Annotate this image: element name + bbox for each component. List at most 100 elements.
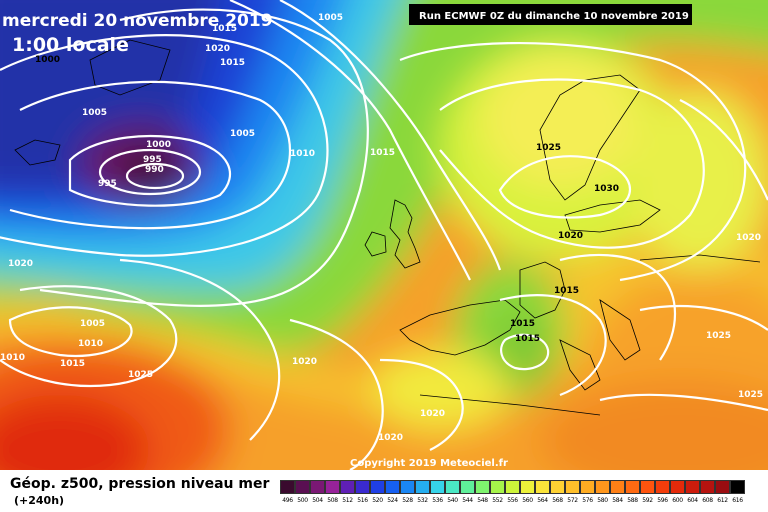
isobar-label: 1020 xyxy=(558,231,583,241)
scale-swatch xyxy=(295,480,310,494)
coastlines xyxy=(14,39,761,416)
scale-tick-label: 596 xyxy=(657,497,668,504)
isobar-label: 1030 xyxy=(594,184,619,194)
run-banner xyxy=(409,4,692,25)
scale-tick-label: 528 xyxy=(402,497,413,504)
scale-swatch xyxy=(430,480,445,494)
isobar-label: 1020 xyxy=(8,259,33,269)
scale-tick-label: 572 xyxy=(567,497,578,504)
scale-swatch xyxy=(655,480,670,494)
isobar-label: 1020 xyxy=(420,409,445,419)
isobar-label: 1020 xyxy=(736,233,761,243)
isobar-label: 990 xyxy=(145,165,164,175)
weather-map: 1005 1015 1020 1000 1015 1005 1005 1010 … xyxy=(0,0,768,470)
scale-swatch xyxy=(670,480,685,494)
scale-tick-label: 520 xyxy=(372,497,383,504)
isobar-label: 1020 xyxy=(292,357,317,367)
isobar-label: 1020 xyxy=(205,44,230,54)
scale-swatch xyxy=(445,480,460,494)
scale-tick-label: 576 xyxy=(582,497,593,504)
scale-swatch xyxy=(385,480,400,494)
isobar-label: 1025 xyxy=(128,370,153,380)
scale-tick-label: 516 xyxy=(357,497,368,504)
isobar-label: 1010 xyxy=(0,353,25,363)
isobar-label: 1015 xyxy=(370,148,395,158)
legend-bar: Géop. z500, pression niveau mer (+240h) … xyxy=(0,470,768,512)
color-scale: 496 500 504 508 512 516 520 524 528 532 536 540 544 5… xyxy=(280,480,746,508)
isobar-label: 1025 xyxy=(706,331,731,341)
scale-tick-label: 500 xyxy=(297,497,308,504)
scale-tick-label: 548 xyxy=(477,497,488,504)
scale-tick-label: 532 xyxy=(417,497,428,504)
scale-swatch xyxy=(595,480,610,494)
isobar-label: 1005 xyxy=(230,129,255,139)
scale-tick-label: 608 xyxy=(702,497,713,504)
scale-tick-label: 616 xyxy=(732,497,743,504)
isobar-label: 1005 xyxy=(80,319,105,329)
isobar-label: 1015 xyxy=(554,286,579,296)
isobar-label: 1020 xyxy=(378,433,403,443)
isobar-label: 995 xyxy=(143,155,162,165)
scale-tick-label: 552 xyxy=(492,497,503,504)
scale-swatch xyxy=(400,480,415,494)
scale-swatch xyxy=(340,480,355,494)
scale-swatch xyxy=(310,480,325,494)
scale-swatch xyxy=(685,480,700,494)
scale-swatch xyxy=(640,480,655,494)
scale-tick-label: 536 xyxy=(432,497,443,504)
scale-tick-label: 612 xyxy=(717,497,728,504)
scale-tick-label: 584 xyxy=(612,497,623,504)
run-label: Run ECMWF 0Z du dimanche 10 novembre 201… xyxy=(419,11,689,22)
isobar-label: 1025 xyxy=(738,390,763,400)
isobar-label: 1025 xyxy=(536,143,561,153)
scale-tick-label: 508 xyxy=(327,497,338,504)
scale-tick-label: 556 xyxy=(507,497,518,504)
scale-swatch xyxy=(505,480,520,494)
scale-swatch xyxy=(535,480,550,494)
isobar-label: 1005 xyxy=(82,108,107,118)
isobar-label: 1015 xyxy=(515,334,540,344)
scale-tick-label: 524 xyxy=(387,497,398,504)
scale-tick-label: 604 xyxy=(687,497,698,504)
scale-tick-label: 592 xyxy=(642,497,653,504)
scale-swatch xyxy=(520,480,535,494)
scale-swatch xyxy=(730,480,745,494)
isobar-label: 1000 xyxy=(146,140,171,150)
legend-subtitle: (+240h) xyxy=(14,494,65,507)
legend-title: Géop. z500, pression niveau mer xyxy=(10,476,270,492)
isobar-label: 1015 xyxy=(220,58,245,68)
scale-tick-label: 580 xyxy=(597,497,608,504)
scale-swatch xyxy=(475,480,490,494)
scale-swatch xyxy=(700,480,715,494)
isobar-label: 995 xyxy=(98,179,117,189)
scale-swatch xyxy=(415,480,430,494)
scale-tick-label: 496 xyxy=(282,497,293,504)
isobar-label: 1010 xyxy=(78,339,103,349)
scale-swatch xyxy=(355,480,370,494)
copyright-label: Copyright 2019 Meteociel.fr xyxy=(350,458,508,469)
isobar-labels: 1005 1015 1020 1000 1015 1005 1005 1010 … xyxy=(0,13,763,443)
scale-swatch xyxy=(550,480,565,494)
scale-tick-label: 504 xyxy=(312,497,323,504)
isobar-label: 1010 xyxy=(290,149,315,159)
scale-tick-label: 512 xyxy=(342,497,353,504)
scale-swatch xyxy=(370,480,385,494)
date-label: mercredi 20 novembre 2019 xyxy=(2,11,273,31)
scale-swatch xyxy=(325,480,340,494)
scale-swatch xyxy=(460,480,475,494)
isobar-label: 1015 xyxy=(60,359,85,369)
isobar-label: 1000 xyxy=(35,55,60,65)
isobars xyxy=(0,0,768,470)
scale-tick-label: 544 xyxy=(462,497,473,504)
local-time-label: 1:00 locale xyxy=(12,34,129,56)
scale-swatch xyxy=(490,480,505,494)
scale-tick-label: 564 xyxy=(537,497,548,504)
scale-tick-label: 568 xyxy=(552,497,563,504)
scale-swatch xyxy=(610,480,625,494)
isobar-label: 1015 xyxy=(510,319,535,329)
scale-swatch xyxy=(280,480,295,494)
scale-tick-label: 588 xyxy=(627,497,638,504)
scale-tick-label: 560 xyxy=(522,497,533,504)
isobar-label: 1015 xyxy=(212,24,237,34)
isobar-label: 1005 xyxy=(318,13,343,23)
